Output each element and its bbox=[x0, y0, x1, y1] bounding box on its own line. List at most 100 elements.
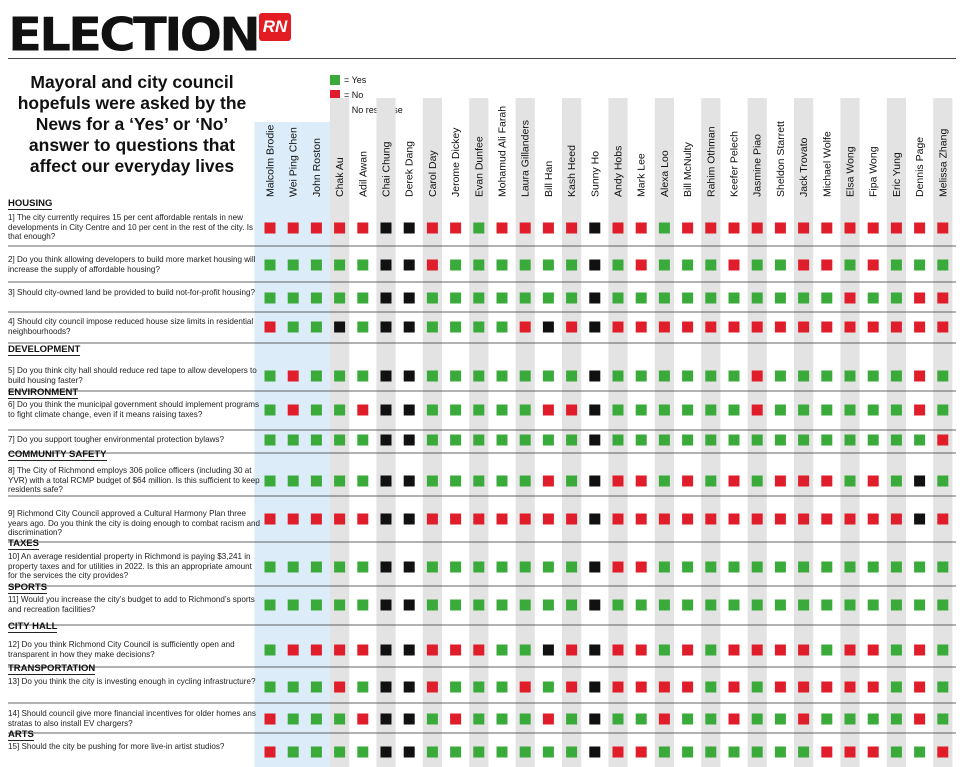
answer-yes bbox=[821, 713, 833, 725]
answer-yes bbox=[728, 746, 740, 758]
answer-no-response bbox=[589, 513, 601, 525]
answer-no bbox=[658, 513, 670, 525]
answer-no bbox=[890, 513, 902, 525]
answer-yes bbox=[774, 599, 786, 611]
answer-no bbox=[450, 644, 462, 656]
answer-no bbox=[844, 746, 856, 758]
answer-no bbox=[287, 513, 299, 525]
answer-no bbox=[751, 222, 763, 234]
category-label: SPORTS bbox=[8, 582, 48, 594]
answer-yes bbox=[334, 259, 346, 271]
answer-no bbox=[287, 404, 299, 416]
answer-yes bbox=[937, 404, 949, 416]
answer-no bbox=[542, 404, 554, 416]
answer-yes bbox=[287, 599, 299, 611]
answer-no bbox=[566, 681, 578, 693]
answer-yes bbox=[914, 561, 926, 573]
answer-yes bbox=[310, 599, 322, 611]
answer-no bbox=[612, 644, 624, 656]
answer-no bbox=[612, 222, 624, 234]
candidate-name: Rahim Othman bbox=[705, 126, 717, 197]
answer-yes bbox=[937, 259, 949, 271]
rn-logo: RN bbox=[259, 13, 291, 41]
answer-no bbox=[774, 222, 786, 234]
answer-yes bbox=[496, 561, 508, 573]
answer-yes bbox=[496, 321, 508, 333]
answer-no bbox=[937, 321, 949, 333]
answer-no bbox=[426, 644, 438, 656]
answer-no-response bbox=[589, 292, 601, 304]
answer-no bbox=[914, 644, 926, 656]
answer-no-response bbox=[380, 746, 392, 758]
answer-no bbox=[890, 321, 902, 333]
question-text: 5] Do you think city hall should reduce … bbox=[8, 366, 257, 385]
answer-no-response bbox=[914, 475, 926, 487]
answer-no-response bbox=[403, 644, 415, 656]
answer-yes bbox=[612, 713, 624, 725]
answer-yes bbox=[658, 475, 670, 487]
answer-yes bbox=[798, 370, 810, 382]
answer-no bbox=[844, 292, 856, 304]
answer-no bbox=[682, 513, 694, 525]
answer-yes bbox=[774, 561, 786, 573]
answer-yes bbox=[264, 404, 276, 416]
answer-no bbox=[357, 513, 369, 525]
legend-yes-swatch bbox=[330, 74, 340, 85]
answer-yes bbox=[334, 370, 346, 382]
answer-no bbox=[844, 681, 856, 693]
answer-yes bbox=[774, 713, 786, 725]
answer-yes bbox=[774, 404, 786, 416]
answer-yes bbox=[844, 259, 856, 271]
legend-no-label: = No bbox=[344, 89, 364, 100]
answer-yes bbox=[287, 292, 299, 304]
answer-yes bbox=[519, 475, 531, 487]
answer-no bbox=[287, 370, 299, 382]
answer-yes bbox=[890, 292, 902, 304]
answer-no bbox=[682, 475, 694, 487]
answer-yes bbox=[774, 370, 786, 382]
answer-yes bbox=[844, 561, 856, 573]
answer-no-response bbox=[403, 434, 415, 446]
answer-yes bbox=[682, 713, 694, 725]
answer-yes bbox=[287, 475, 299, 487]
answer-yes bbox=[751, 713, 763, 725]
answer-yes bbox=[728, 561, 740, 573]
answer-yes bbox=[357, 746, 369, 758]
answer-yes bbox=[519, 434, 531, 446]
answer-no bbox=[426, 259, 438, 271]
answer-no-response bbox=[589, 681, 601, 693]
answer-no bbox=[821, 475, 833, 487]
answer-yes bbox=[519, 370, 531, 382]
question-text: 4] Should city council impose reduced ho… bbox=[8, 317, 254, 336]
answer-no bbox=[705, 222, 717, 234]
answer-no-response bbox=[403, 222, 415, 234]
answer-yes bbox=[635, 404, 647, 416]
answer-yes bbox=[705, 713, 717, 725]
answer-no bbox=[844, 321, 856, 333]
answer-no bbox=[728, 475, 740, 487]
answer-yes bbox=[310, 259, 322, 271]
answer-no bbox=[473, 644, 485, 656]
answer-yes bbox=[334, 404, 346, 416]
answer-yes bbox=[473, 713, 485, 725]
answer-yes bbox=[658, 746, 670, 758]
answer-no bbox=[914, 404, 926, 416]
answer-no bbox=[264, 321, 276, 333]
answer-yes bbox=[542, 746, 554, 758]
answer-no bbox=[682, 222, 694, 234]
answer-no bbox=[426, 222, 438, 234]
answer-yes bbox=[357, 259, 369, 271]
answer-yes bbox=[426, 321, 438, 333]
answer-no bbox=[450, 713, 462, 725]
answer-no bbox=[914, 713, 926, 725]
answer-no bbox=[844, 513, 856, 525]
answer-no-response bbox=[380, 292, 392, 304]
answer-no bbox=[798, 681, 810, 693]
answer-yes bbox=[682, 259, 694, 271]
answer-no bbox=[635, 681, 647, 693]
answer-yes bbox=[705, 599, 717, 611]
answer-yes bbox=[310, 434, 322, 446]
candidate-name: Kash Heed bbox=[566, 145, 578, 197]
answer-yes bbox=[426, 561, 438, 573]
answer-yes bbox=[450, 292, 462, 304]
